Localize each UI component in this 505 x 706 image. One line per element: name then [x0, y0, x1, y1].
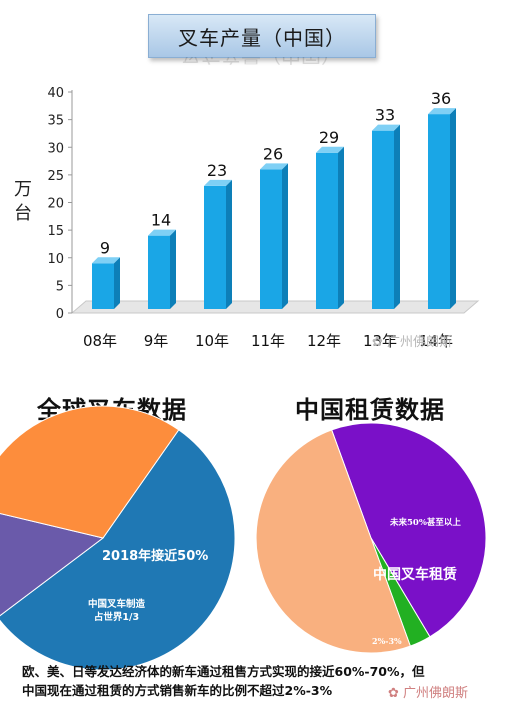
x-tick-label: 13年: [363, 332, 397, 350]
bar: [204, 185, 226, 309]
bar: [316, 152, 338, 309]
x-tick-label: 14年: [419, 332, 453, 350]
wechat-icon: ✿: [388, 686, 399, 701]
y-tick-label: 10: [47, 252, 64, 267]
bar-side: [394, 124, 400, 309]
pie2-center-label: 中国叉车租赁: [373, 567, 457, 583]
bar-side: [282, 163, 288, 309]
bar-top: [92, 257, 120, 264]
bar-side: [338, 146, 344, 309]
bar-top: [204, 179, 232, 186]
y-tick-label: 0: [56, 307, 64, 322]
bar-top: [316, 146, 344, 153]
y-tick-label: 30: [47, 141, 64, 156]
wechat-icon: ✿: [372, 335, 383, 350]
bar: [372, 130, 394, 309]
bar-value-label: 9: [100, 238, 110, 257]
bar-value-label: 36: [431, 89, 451, 108]
footer-note: 欧、美、日等发达经济体的新车通过租售方式实现的接近60%-70%，但 中国现在通…: [22, 662, 492, 700]
x-tick-label: 08年: [83, 332, 117, 350]
bar-side: [226, 179, 232, 309]
bar-side: [450, 108, 456, 309]
watermark-text: 广州佛朗斯: [403, 686, 469, 701]
y-tick-label: 15: [47, 224, 64, 239]
pie2-slice-0: [331, 422, 487, 638]
forklift-output-bar-chart: 0 5 10 15 20 25 30 35 40 9 08年 14 9年 23 10年 26 11年 29 12年 3…: [47, 86, 480, 350]
y-tick-label: 35: [47, 114, 64, 129]
bar-value-label: 33: [375, 106, 395, 125]
bar-top: [372, 124, 400, 131]
pie2-label-future: 未来50%甚至以上: [390, 518, 461, 528]
bar: [260, 169, 282, 309]
watermark-top: ✿ 广州佛朗斯: [372, 331, 452, 350]
bar-side: [114, 257, 120, 309]
footer-line-2: 中国现在通过租赁的方式销售新车的比例不超过2%-3%: [22, 683, 333, 698]
bar: [148, 235, 170, 309]
watermark-text: 广州佛朗斯: [387, 335, 453, 350]
pie1-slice-1: [0, 512, 105, 617]
china-pie-title: 中国租赁数据: [295, 396, 445, 424]
bar-top: [148, 229, 176, 236]
y-tick-label: 40: [47, 86, 64, 101]
bar-chart-title: 叉车产量（中国）: [148, 14, 376, 58]
bar-value-label: 14: [151, 211, 171, 230]
y-tick-label: 20: [47, 197, 64, 212]
x-tick-label: 12年: [307, 332, 341, 350]
pie1-label-china-share: 中国叉车制造 占世界1/3: [88, 599, 146, 623]
bar-side: [170, 229, 176, 309]
x-tick-label: 9年: [144, 332, 169, 350]
bar-top: [428, 108, 456, 115]
bar-value-label: 29: [319, 128, 339, 147]
pie1-label-2018: 2018年接近50%: [102, 549, 209, 564]
y-axis-label: 万台: [14, 179, 32, 224]
bar-top: [260, 163, 288, 170]
y-tick-label: 5: [56, 279, 64, 294]
x-tick-label: 10年: [195, 332, 229, 350]
bar-value-label: 26: [263, 144, 283, 163]
footer-line-1: 欧、美、日等发达经济体的新车通过租售方式实现的接近60%-70%，但: [22, 664, 425, 679]
bar: [92, 263, 114, 309]
pie2-label-small: 2%-3%: [372, 636, 402, 646]
y-tick-label: 25: [47, 169, 64, 184]
bar-value-label: 23: [207, 161, 227, 180]
pie2-slice-2: [255, 429, 411, 654]
pie1-slice-0: [0, 429, 236, 671]
x-tick-label: 11年: [251, 332, 285, 350]
bar: [428, 114, 450, 309]
pie1-slice-2: [0, 405, 180, 539]
watermark-bottom: ✿ 广州佛朗斯: [388, 682, 468, 701]
